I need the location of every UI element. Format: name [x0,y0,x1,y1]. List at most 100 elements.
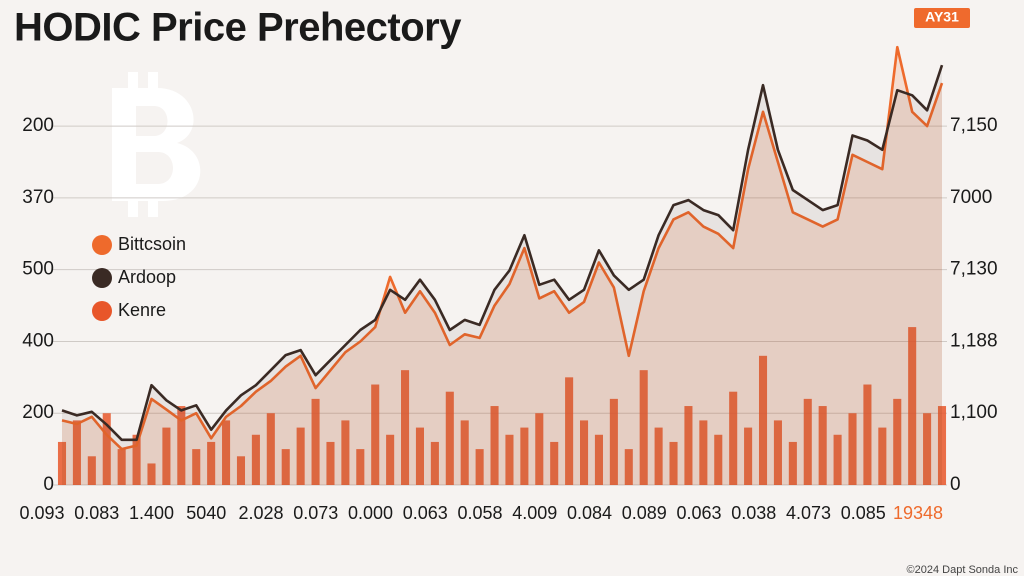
volume-bar [415,427,424,485]
legend-swatch [92,301,112,321]
volume-bar [654,427,663,485]
x-tick-label: 0.089 [622,503,667,523]
x-tick-label: 2.028 [238,503,283,523]
volume-bar [758,355,768,485]
volume-bar [863,384,872,485]
y2-tick-label: 1,100 [950,402,998,423]
y-tick-label: 400 [22,330,54,351]
volume-bar [550,441,559,485]
y-tick-label: 370 [22,187,54,208]
volume-bar [490,406,499,485]
volume-bar [908,327,917,485]
x-tick-label: 0.038 [731,503,776,523]
series-line [61,64,944,442]
volume-bar [311,398,320,485]
volume-bar [72,420,81,485]
volume-bar [57,441,67,485]
x-tick-label: 0.063 [676,503,721,523]
series-line [61,45,944,451]
x-tick-label: 0.084 [567,503,612,523]
volume-bar [565,377,574,485]
volume-bar [594,434,603,485]
volume-bar [326,441,335,485]
volume-bar [207,441,216,485]
volume-bar [117,449,126,485]
badge: AY31 [925,9,959,25]
x-tick-label: 0.000 [348,503,393,523]
volume-bar [923,413,932,485]
volume-bar [729,391,738,485]
volume-bar [609,398,618,485]
volume-bar [833,434,842,485]
volume-bar [684,406,693,485]
bitcoin-watermark [112,72,201,217]
volume-bar [177,406,186,485]
plot-area [52,45,947,486]
volume-bar [296,427,305,485]
legend-label: Kenre [118,300,166,320]
x-tick-label: 4.073 [786,503,831,523]
badge-bg [914,8,970,28]
volume-bar [386,434,395,485]
x-tick-label: 1.400 [129,503,174,523]
x-tick-label: 0.093 [19,503,64,523]
x-tick-label: 0.073 [293,503,338,523]
volume-bar [848,413,857,485]
volume-bar [236,456,246,485]
x-tick-label: 0.085 [841,503,886,523]
x-tick-label: 0.063 [403,503,448,523]
volume-bar [341,420,350,485]
x-tick-label: 19348 [893,503,943,523]
volume-bar [788,441,797,485]
volume-bar [281,449,290,485]
volume-bar [371,384,380,485]
volume-bar [162,427,171,485]
series-area [62,65,942,485]
volume-bar [624,449,633,485]
volume-bar [132,434,141,485]
volume-bar [147,463,156,485]
volume-bar [937,406,947,485]
volume-bar [699,420,708,485]
volume-bar [878,427,887,485]
volume-bar [803,398,812,485]
volume-bar [639,370,648,485]
chart-title: HODIC Price Prehectory [14,6,462,50]
x-tick-label: 4.009 [512,503,557,523]
volume-bar [251,434,260,485]
x-tick-label: 0.058 [457,503,502,523]
volume-bar [102,413,111,485]
legend-swatch [92,235,112,255]
y-tick-label: 0 [43,474,54,495]
volume-bar [430,441,439,485]
volume-bar [460,420,469,485]
y2-tick-label: 7,150 [950,115,998,136]
volume-bar [356,449,365,485]
volume-bar [893,398,902,485]
volume-bar [714,434,723,485]
y2-tick-label: 7000 [950,187,992,208]
y2-tick-label: 7,130 [950,259,998,280]
y-tick-label: 200 [22,402,54,423]
y2-tick-label: 1,188 [950,330,998,351]
volume-bar [87,456,96,485]
volume-bar [192,449,201,485]
volume-bar [505,434,514,485]
volume-bar [744,427,753,485]
legend-label: Bittcsoin [118,234,186,254]
volume-bar [535,413,544,485]
volume-bar [818,406,827,485]
legend-swatch [92,268,112,288]
volume-bar [773,420,782,485]
volume-bar [445,391,454,485]
volume-bar [475,449,484,485]
y-tick-label: 200 [22,115,54,136]
x-tick-label: 5040 [186,503,226,523]
y2-tick-label: 0 [950,474,961,495]
volume-bar [580,420,589,485]
volume-bar [266,413,275,485]
footer: ©2024 Dapt Sonda Inc [907,564,1019,576]
volume-bar [669,441,678,485]
y-tick-label: 500 [22,259,54,280]
